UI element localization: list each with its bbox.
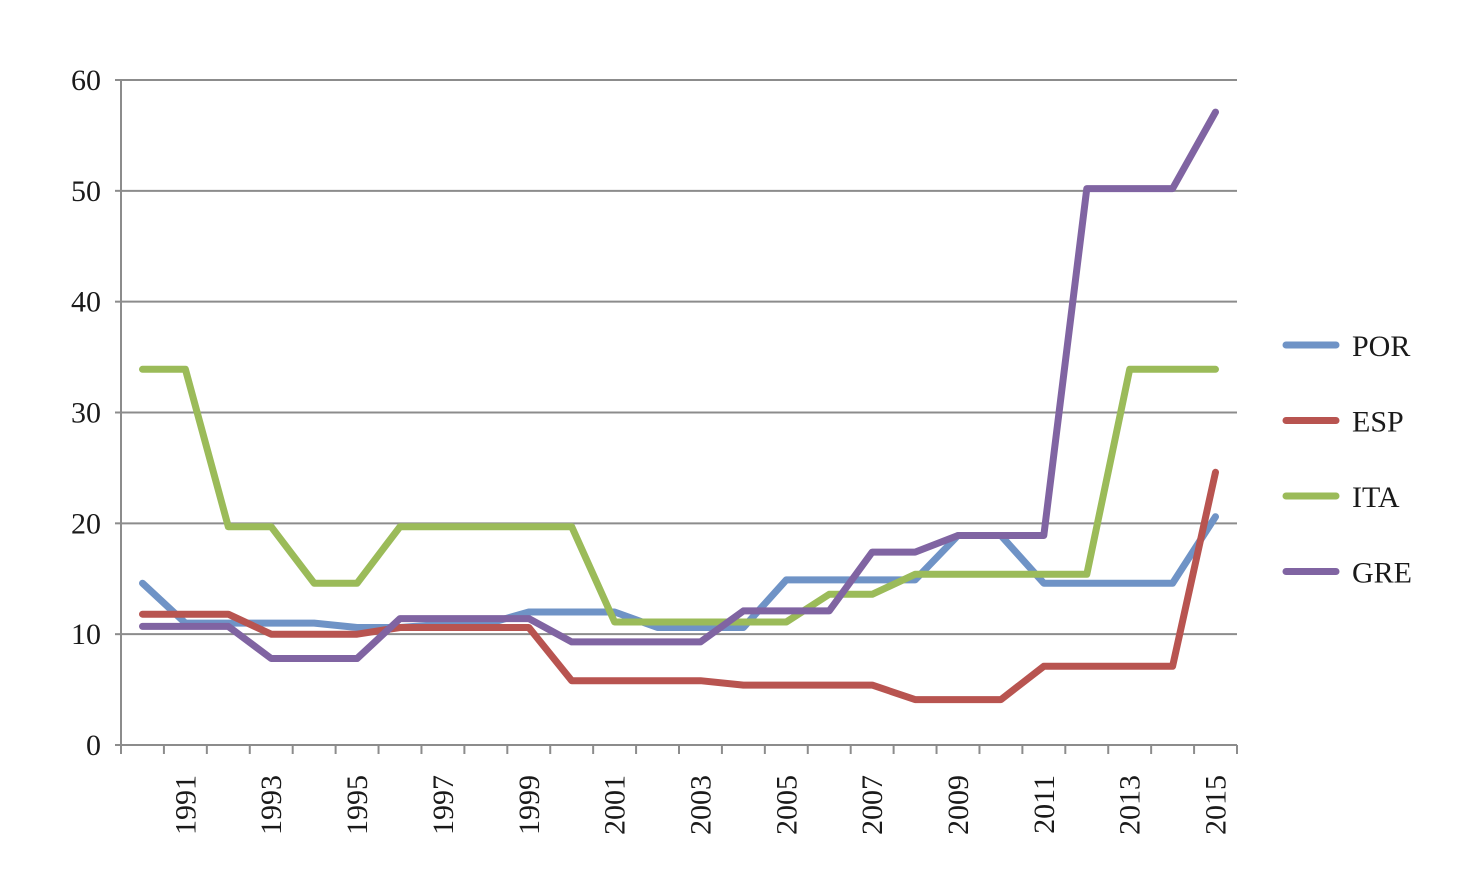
x-tick-label: 1995 (341, 775, 374, 835)
y-axis-ticks: 0 10 20 30 40 50 60 (71, 64, 121, 762)
y-tick-label: 10 (71, 618, 101, 651)
y-tick-label: 0 (86, 729, 101, 762)
legend-label-esp: ESP (1352, 406, 1404, 439)
x-tick-label: 1991 (169, 775, 202, 835)
x-tick-label: 2013 (1114, 775, 1147, 835)
legend-label-por: POR (1352, 330, 1410, 363)
y-tick-label: 60 (71, 64, 101, 97)
legend: POR ESP ITA GRE (1282, 330, 1412, 590)
legend-label-ita: ITA (1352, 481, 1400, 514)
x-tick-label: 2005 (770, 775, 803, 835)
x-axis-ticks: 1991 1993 1995 1997 1999 2001 2003 2005 2007 2009… (120, 745, 1238, 835)
x-tick-label: 2009 (942, 775, 975, 835)
y-tick-label: 40 (71, 286, 101, 319)
series-line-ita (139, 365, 1219, 626)
y-tick-label: 20 (71, 507, 101, 540)
x-tick-label: 2003 (684, 775, 717, 835)
series-line-gre (139, 108, 1219, 662)
series-line-esp (139, 468, 1219, 704)
y-tick-label: 30 (71, 397, 101, 430)
x-tick-label: 1999 (513, 775, 546, 835)
y-tick-label: 50 (71, 175, 101, 208)
x-tick-label: 2011 (1028, 775, 1061, 834)
x-tick-label: 1993 (255, 775, 288, 835)
x-tick-label: 2007 (856, 775, 889, 835)
x-tick-label: 2001 (599, 775, 632, 835)
series-lines (139, 108, 1219, 704)
x-tick-label: 1997 (427, 775, 460, 835)
legend-label-gre: GRE (1352, 557, 1412, 590)
gridlines (121, 79, 1237, 636)
x-tick-label: 2015 (1200, 775, 1233, 835)
